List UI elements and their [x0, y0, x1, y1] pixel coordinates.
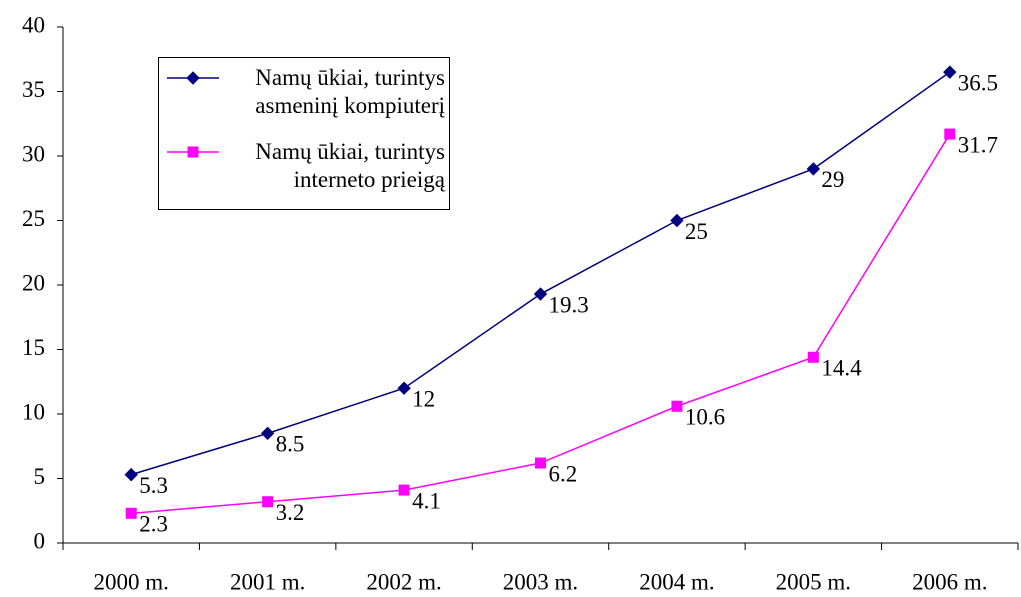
legend-marker	[187, 146, 199, 158]
data-point	[671, 400, 683, 412]
data-label: 25	[685, 219, 708, 244]
data-point	[125, 507, 137, 519]
y-tick-label: 30	[22, 141, 45, 166]
x-tick-label: 2005 m.	[776, 569, 851, 594]
y-tick-label: 5	[34, 464, 46, 489]
data-label: 19.3	[549, 292, 589, 317]
y-tick-label: 35	[22, 77, 45, 102]
legend-label: Namų ūkiai, turintys interneto prieigą	[255, 139, 445, 192]
data-point	[397, 381, 411, 395]
data-point	[535, 457, 546, 469]
x-tick-label: 2001 m.	[230, 569, 305, 594]
legend-label: Namų ūkiai, turintys asmeninį kompiuterį	[255, 65, 445, 118]
data-label: 10.6	[685, 405, 725, 430]
data-point	[262, 496, 274, 508]
legend-marker	[186, 71, 200, 85]
data-label: 31.7	[958, 132, 998, 157]
x-tick-label: 2002 m.	[366, 569, 441, 594]
data-label: 12	[412, 386, 435, 411]
legend: Namų ūkiai, turintys asmeninį kompiuterį…	[158, 57, 450, 210]
data-point	[944, 128, 956, 140]
data-label: 5.3	[139, 473, 168, 498]
x-tick-label: 2003 m.	[503, 569, 578, 594]
data-label: 8.5	[276, 432, 305, 457]
x-tick-label: 2004 m.	[639, 569, 714, 594]
data-label: 14.4	[821, 356, 862, 381]
y-tick-label: 15	[22, 335, 45, 360]
data-point	[670, 213, 684, 228]
data-label: 3.2	[276, 500, 305, 525]
data-point	[398, 484, 410, 496]
data-point	[806, 162, 821, 176]
y-tick-label: 40	[22, 12, 45, 37]
x-tick-label: 2006 m.	[912, 569, 987, 594]
data-point	[124, 467, 138, 482]
data-point	[943, 65, 957, 79]
legend-symbol	[167, 146, 219, 158]
data-label: 6.2	[549, 461, 578, 486]
y-tick-label: 25	[22, 206, 45, 231]
data-point	[260, 426, 275, 441]
y-tick-label: 0	[34, 528, 46, 553]
data-point	[533, 287, 548, 301]
y-tick-label: 10	[22, 399, 45, 424]
data-point	[807, 351, 819, 363]
data-label: 29	[821, 167, 844, 192]
y-tick-label: 20	[22, 270, 45, 295]
x-tick-label: 2000 m.	[94, 569, 169, 594]
legend-symbol	[167, 71, 219, 85]
data-label: 4.1	[412, 488, 441, 513]
data-label: 2.3	[139, 512, 168, 537]
data-label: 36.5	[958, 70, 998, 95]
